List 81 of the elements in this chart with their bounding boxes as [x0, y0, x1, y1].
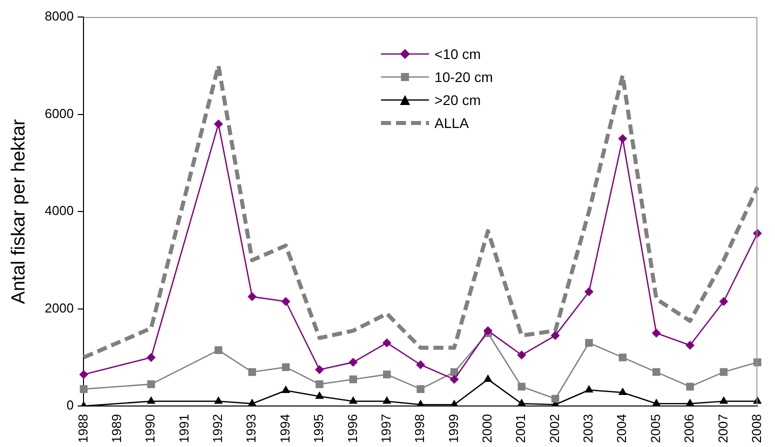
- x-tick-label: 1992: [210, 414, 226, 443]
- x-tick-label: 2007: [715, 414, 730, 443]
- point: [382, 396, 392, 404]
- point: [618, 354, 627, 362]
- y-tick-label: 6000: [44, 106, 74, 121]
- legend-label: 10-20 cm: [434, 68, 493, 84]
- x-tick-label: 2000: [480, 414, 495, 443]
- x-tick-label: 2008: [748, 414, 764, 443]
- point: [585, 338, 593, 347]
- point: [281, 386, 290, 394]
- x-tick-label: 1998: [412, 414, 428, 443]
- point: [147, 380, 155, 388]
- point: [550, 331, 560, 340]
- x-tick-label: 2006: [682, 414, 697, 443]
- point: [214, 346, 222, 354]
- x-tick-label: 2003: [580, 414, 596, 443]
- point: [719, 297, 728, 306]
- point: [282, 363, 290, 372]
- point: [484, 374, 492, 382]
- point: [79, 370, 88, 379]
- x-tick-label: 1995: [311, 414, 326, 443]
- point: [450, 368, 458, 376]
- x-tick-label: 2001: [513, 414, 528, 443]
- x-tick-label: 1999: [446, 414, 461, 443]
- point: [416, 360, 426, 370]
- point: [248, 292, 257, 302]
- x-tick-label: 1990: [142, 414, 158, 443]
- legend-label: ALLA: [434, 114, 469, 130]
- point: [146, 352, 156, 362]
- x-tick-label: 1989: [108, 414, 124, 443]
- point: [517, 398, 526, 406]
- y-tick-label: 4000: [44, 203, 74, 218]
- point: [618, 134, 628, 144]
- point: [584, 385, 594, 393]
- point: [80, 385, 88, 393]
- x-tick-label: 2005: [648, 414, 663, 443]
- x-tick-label: 1988: [75, 414, 90, 443]
- y-tick-label: 8000: [44, 8, 74, 24]
- point: [316, 380, 324, 388]
- point: [248, 398, 256, 406]
- point: [483, 326, 492, 336]
- point: [214, 119, 223, 128]
- x-tick-label: 1996: [344, 414, 360, 443]
- point: [214, 396, 223, 404]
- point: [315, 391, 324, 399]
- point: [652, 328, 661, 338]
- x-tick-label: 2002: [546, 414, 562, 443]
- y-tick-label: 0: [66, 398, 74, 413]
- point: [686, 398, 694, 406]
- point: [382, 338, 392, 348]
- x-tick-label: 1997: [378, 414, 394, 443]
- x-tick-label: 2004: [614, 414, 630, 443]
- x-tick-label: 1993: [244, 414, 259, 443]
- point: [348, 358, 358, 367]
- point: [720, 368, 728, 376]
- point: [348, 396, 358, 404]
- legend-label: <10 cm: [434, 46, 481, 62]
- y-tick-label: 2000: [44, 300, 74, 316]
- point: [315, 365, 324, 374]
- point: [518, 382, 526, 391]
- y-axis-title: Antal fiskar per hektar: [8, 118, 30, 304]
- point: [450, 374, 459, 384]
- point: [618, 387, 627, 395]
- point: [349, 375, 358, 384]
- point: [719, 396, 728, 404]
- point: [584, 287, 594, 296]
- point: [686, 340, 695, 350]
- point: [281, 297, 290, 306]
- x-tick-label: 1994: [277, 414, 292, 443]
- legend-label: >20 cm: [434, 92, 481, 108]
- point: [551, 394, 560, 403]
- point: [248, 368, 256, 376]
- point: [652, 368, 660, 376]
- point: [146, 396, 156, 404]
- point: [416, 385, 424, 393]
- line-series: [82, 64, 760, 360]
- point: [652, 398, 661, 406]
- x-tick-label: 1991: [176, 414, 192, 443]
- point: [686, 382, 694, 391]
- point: [517, 350, 526, 360]
- point: [382, 370, 391, 378]
